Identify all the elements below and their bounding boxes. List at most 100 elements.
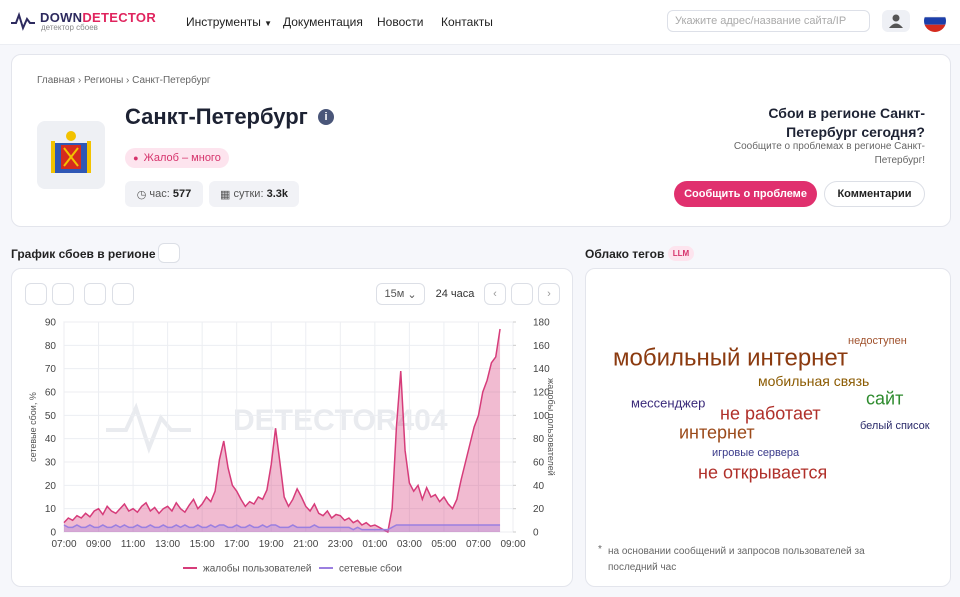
y2-tick-label: 100: [533, 411, 550, 422]
header: DOWNDETECTOR детектор сбоев Инструменты …: [0, 0, 960, 45]
y-tick-label: 50: [45, 411, 57, 422]
nav-item[interactable]: Контакты: [441, 15, 493, 29]
series-area: [64, 525, 501, 532]
nav-item[interactable]: Документация: [283, 15, 363, 29]
stat-label: час:: [149, 188, 170, 200]
status-badge: ● Жалоб – много: [125, 148, 229, 168]
data-button[interactable]: [52, 283, 74, 305]
hour-stat: ◷ час: 577: [125, 181, 203, 207]
tag-word: мессенджер: [631, 396, 705, 411]
breadcrumbs: Главная › Регионы › Санкт-Петербург: [37, 75, 211, 86]
range-label[interactable]: 24 часа: [435, 288, 475, 300]
y-tick-label: 20: [45, 481, 57, 492]
tag-word: не открывается: [698, 462, 827, 482]
status-text: Жалоб – много: [143, 152, 221, 164]
flag-ru[interactable]: [922, 10, 948, 32]
tag-word: мобильный интернет: [613, 344, 848, 371]
tag-word: недоступен: [848, 335, 907, 347]
y2-axis-label: жалобы пользователей: [546, 378, 556, 476]
x-tick-label: 15:00: [190, 539, 215, 550]
user-icon: [889, 14, 903, 28]
y2-tick-label: 40: [533, 481, 545, 492]
y2-tick-label: 120: [533, 388, 550, 399]
tag-word: интернет: [679, 422, 755, 442]
stat-value: 3.3k: [266, 188, 288, 200]
x-tick-label: 05:00: [431, 539, 456, 550]
x-tick-label: 11:00: [121, 539, 146, 550]
y2-tick-label: 180: [533, 318, 550, 329]
stat-label: сутки:: [233, 188, 264, 200]
tag-word: белый список: [860, 420, 930, 432]
stat-value: 577: [172, 188, 192, 200]
x-tick-label: 23:00: [328, 539, 353, 550]
x-tick-label: 01:00: [362, 539, 387, 550]
x-tick-label: 13:00: [155, 539, 180, 550]
breadcrumb[interactable]: Главная: [37, 75, 76, 86]
section-title: График сбоев в регионе: [11, 247, 156, 261]
prev-button[interactable]: ‹: [484, 283, 506, 305]
interval-select[interactable]: 15м ⌄: [376, 283, 425, 305]
series-line: [63, 524, 501, 531]
tag-word: сайт: [866, 388, 903, 408]
y-tick-label: 40: [45, 434, 57, 445]
y-tick-label: 0: [50, 528, 56, 539]
comments-button[interactable]: Комментарии: [824, 181, 925, 207]
breadcrumb: Санкт-Петербург: [132, 75, 211, 86]
y-tick-label: 60: [45, 388, 57, 399]
y2-tick-label: 80: [533, 434, 545, 445]
info-icon[interactable]: i: [318, 109, 334, 125]
x-tick-label: 03:00: [397, 539, 422, 550]
watermark-icon: [106, 402, 191, 454]
series-area: [64, 329, 501, 532]
embed-button[interactable]: [158, 243, 180, 263]
next-button[interactable]: ›: [538, 283, 560, 305]
nav-item[interactable]: Инструменты ▼: [186, 15, 273, 29]
region-title: Санкт-Петербург: [125, 104, 308, 129]
tag-word: не работает: [720, 403, 821, 423]
legend-label: жалобы пользователей: [203, 563, 312, 575]
y-tick-label: 30: [45, 458, 57, 469]
nav-item[interactable]: Новости: [377, 15, 424, 29]
user-filter-button[interactable]: [112, 283, 134, 305]
report-button[interactable]: Сообщить о проблеме: [674, 181, 817, 207]
tags-note: на основании сообщений и запросов пользо…: [608, 546, 865, 573]
tag-word: игровые сервера: [712, 447, 800, 459]
day-stat: ▦ сутки: 3.3k: [209, 181, 299, 207]
logo-text: DOWN: [40, 10, 83, 25]
x-tick-label: 07:00: [51, 539, 76, 550]
y-tick-label: 70: [45, 364, 57, 375]
logo[interactable]: DOWNDETECTOR: [40, 10, 156, 25]
x-tick-label: 21:00: [293, 539, 318, 550]
logo-text: DETECTOR: [82, 10, 157, 25]
note-star: *: [598, 544, 602, 555]
report-title: Сбои в регионе Санкт-Петербург сегодня?: [768, 105, 925, 140]
x-tick-label: 07:00: [466, 539, 491, 550]
y2-tick-label: 60: [533, 458, 545, 469]
y2-tick-label: 20: [533, 504, 545, 515]
user-button[interactable]: [882, 10, 910, 32]
y-tick-label: 10: [45, 504, 57, 515]
camera-button[interactable]: [25, 283, 47, 305]
y-tick-label: 90: [45, 318, 57, 329]
plot-area: [63, 321, 514, 533]
tags-card: [585, 268, 951, 587]
breadcrumb[interactable]: Регионы: [83, 75, 124, 86]
x-tick-label: 09:00: [86, 539, 111, 550]
logo-subtitle: детектор сбоев: [41, 23, 98, 32]
nav-text: Инструменты: [186, 15, 261, 29]
y-axis-label: сетевые сбои, %: [28, 392, 38, 462]
search-input[interactable]: Укажите адрес/название сайта/IP: [667, 10, 870, 32]
region-emblem: [37, 121, 105, 189]
legend-label: сетевые сбои: [339, 563, 402, 575]
chart-type-button[interactable]: [84, 283, 106, 305]
llm-badge: LLM: [668, 246, 694, 261]
emblem-icon: [51, 131, 91, 173]
y2-tick-label: 160: [533, 341, 550, 352]
x-tick-label: 19:00: [259, 539, 284, 550]
tags-title: Облако тегов: [585, 247, 665, 261]
calendar-button[interactable]: [511, 283, 533, 305]
